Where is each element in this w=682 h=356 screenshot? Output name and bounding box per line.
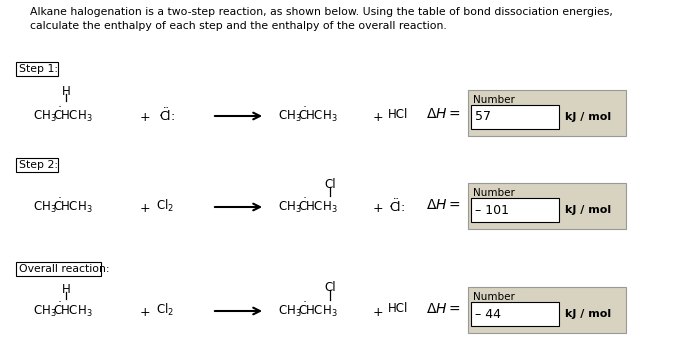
Text: 57: 57 [475, 110, 491, 124]
Bar [468, 90, 626, 136]
Text: Number: Number [473, 188, 515, 198]
Text: $\mathsf{\cdot\!\ddot{C}\!l\!:}$: $\mathsf{\cdot\!\ddot{C}\!l\!:}$ [388, 198, 405, 215]
Text: Alkane halogenation is a two-step reaction, as shown below. Using the table of b: Alkane halogenation is a two-step reacti… [30, 7, 613, 31]
Text: Cl: Cl [324, 178, 336, 191]
Bar [16, 262, 101, 276]
Bar [471, 105, 559, 129]
Text: Number: Number [473, 292, 515, 302]
Text: +: + [373, 202, 383, 215]
Text: HCl: HCl [388, 302, 409, 315]
Text: $\mathsf{CH_3\!\dot{C}\!HCH_3}$: $\mathsf{CH_3\!\dot{C}\!HCH_3}$ [33, 196, 93, 215]
Text: – 101: – 101 [475, 204, 509, 216]
Text: $\mathsf{\cdot\!\ddot{C}\!l\!:}$: $\mathsf{\cdot\!\ddot{C}\!l\!:}$ [158, 107, 175, 124]
Text: H: H [61, 85, 70, 98]
Text: kJ / mol: kJ / mol [565, 112, 611, 122]
Bar [468, 183, 626, 229]
Text: $\mathsf{CH_3\!\dot{C}\!HCH_3}$: $\mathsf{CH_3\!\dot{C}\!HCH_3}$ [278, 300, 338, 319]
Text: Overall reaction:: Overall reaction: [19, 264, 110, 274]
Text: HCl: HCl [388, 108, 409, 121]
Bar [16, 158, 58, 172]
Text: +: + [373, 111, 383, 124]
Text: $\mathsf{CH_3\!\dot{C}\!HCH_3}$: $\mathsf{CH_3\!\dot{C}\!HCH_3}$ [33, 105, 93, 124]
Text: Cl: Cl [324, 281, 336, 294]
Text: +: + [140, 202, 151, 215]
Bar [471, 198, 559, 222]
Text: $\mathsf{Cl_2}$: $\mathsf{Cl_2}$ [156, 198, 174, 214]
Text: $\mathit{\Delta H}\mathsf{=}$: $\mathit{\Delta H}\mathsf{=}$ [426, 198, 461, 212]
Text: kJ / mol: kJ / mol [565, 205, 611, 215]
Text: $\mathit{\Delta H}\mathsf{=}$: $\mathit{\Delta H}\mathsf{=}$ [426, 107, 461, 121]
Text: $\mathit{\Delta H}\mathsf{=}$: $\mathit{\Delta H}\mathsf{=}$ [426, 302, 461, 316]
Bar [471, 302, 559, 326]
Text: Step 2:: Step 2: [19, 160, 58, 170]
Text: $\mathsf{CH_3\!\dot{C}\!HCH_3}$: $\mathsf{CH_3\!\dot{C}\!HCH_3}$ [33, 300, 93, 319]
Text: Step 1:: Step 1: [19, 64, 58, 74]
Text: $\mathsf{CH_3\!\dot{C}\!HCH_3}$: $\mathsf{CH_3\!\dot{C}\!HCH_3}$ [278, 196, 338, 215]
Text: $\mathsf{CH_3\!\dot{C}\!HCH_3}$: $\mathsf{CH_3\!\dot{C}\!HCH_3}$ [278, 105, 338, 124]
Text: H: H [61, 283, 70, 296]
Text: Number: Number [473, 95, 515, 105]
Bar [468, 287, 626, 333]
Text: +: + [373, 306, 383, 319]
Text: $\mathsf{Cl_2}$: $\mathsf{Cl_2}$ [156, 302, 174, 318]
Text: +: + [140, 111, 151, 124]
Text: – 44: – 44 [475, 308, 501, 320]
Text: +: + [140, 306, 151, 319]
Text: kJ / mol: kJ / mol [565, 309, 611, 319]
Bar [16, 62, 58, 76]
